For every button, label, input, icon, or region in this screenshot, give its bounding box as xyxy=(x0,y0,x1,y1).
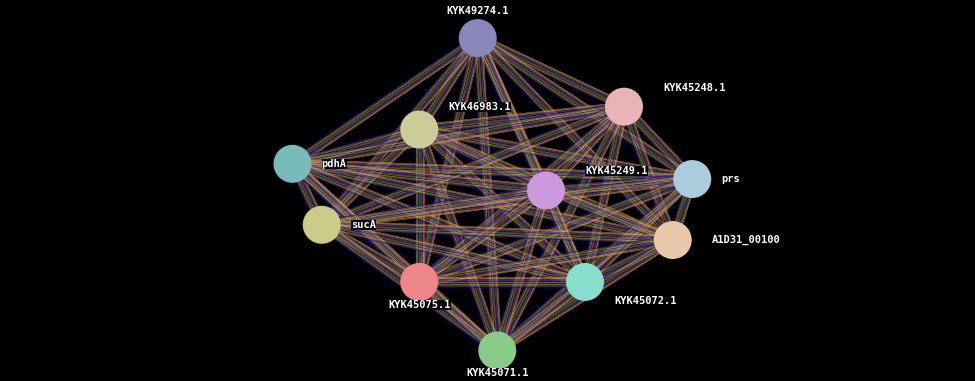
Text: KYK49274.1: KYK49274.1 xyxy=(447,6,509,16)
Text: KYK45075.1: KYK45075.1 xyxy=(388,300,450,310)
Circle shape xyxy=(459,20,496,56)
Circle shape xyxy=(654,222,691,258)
Text: KYK45071.1: KYK45071.1 xyxy=(466,368,528,378)
Text: KYK45072.1: KYK45072.1 xyxy=(614,296,677,306)
Circle shape xyxy=(274,146,311,182)
Circle shape xyxy=(674,161,711,197)
Circle shape xyxy=(479,332,516,369)
Circle shape xyxy=(527,172,565,209)
Text: KYK45249.1: KYK45249.1 xyxy=(585,166,647,176)
Circle shape xyxy=(303,207,340,243)
Text: prs: prs xyxy=(722,174,740,184)
Text: pdhA: pdhA xyxy=(322,159,347,169)
Circle shape xyxy=(401,111,438,148)
Text: KYK45248.1: KYK45248.1 xyxy=(663,83,725,93)
Circle shape xyxy=(605,88,643,125)
Text: KYK46983.1: KYK46983.1 xyxy=(448,102,511,112)
Text: sucA: sucA xyxy=(351,220,376,230)
Text: A1D31_00100: A1D31_00100 xyxy=(712,235,781,245)
Circle shape xyxy=(401,264,438,300)
Circle shape xyxy=(566,264,604,300)
